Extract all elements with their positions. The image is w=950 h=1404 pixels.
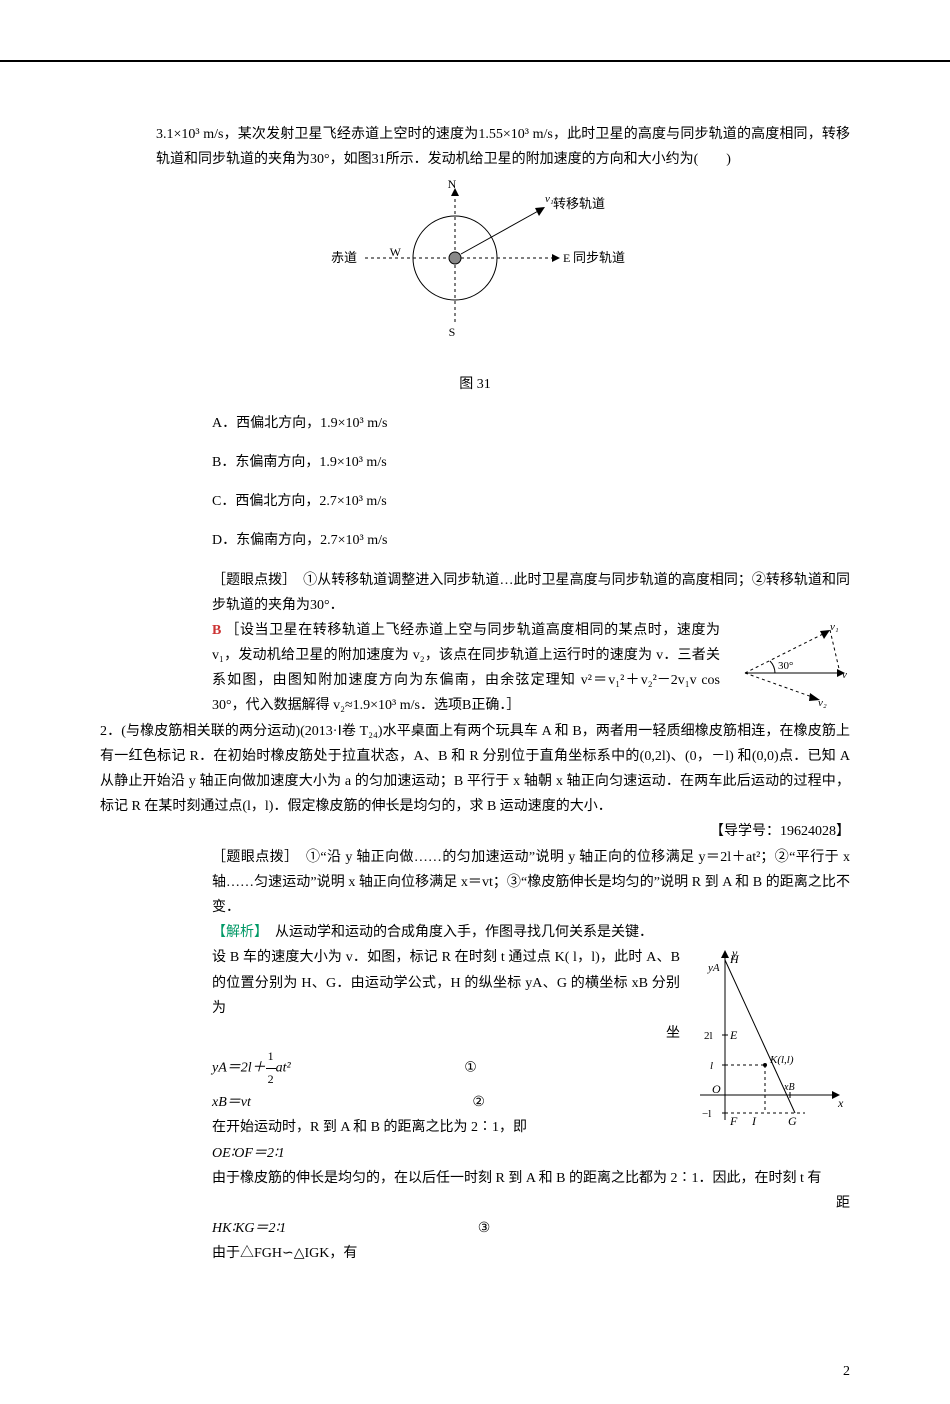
svg-text:yA: yA — [707, 962, 720, 974]
svg-text:30°: 30° — [778, 660, 793, 672]
jiexi-line: 【解析】 从运动学和运动的合成角度入手，作图寻找几何关系是关键． — [100, 920, 850, 945]
svg-text:v₂: v₂ — [818, 697, 827, 708]
svg-text:v₁: v₁ — [545, 193, 554, 205]
option-d: D．东偏南方向，2.7×10³ m/s — [100, 528, 850, 553]
svg-text:E: E — [563, 251, 570, 265]
eq3: HK∶KG＝2∶1 ③ — [100, 1216, 850, 1241]
body2-l5: 由于△FGH∽△IGK，有 — [100, 1241, 850, 1266]
guide-number: 【导学号：19624028】 — [100, 819, 850, 844]
svg-text:E: E — [729, 1028, 738, 1042]
answer-letter: B — [212, 623, 221, 638]
option-c: C．西偏北方向，2.7×10³ m/s — [100, 489, 850, 514]
intro-line: 3.1×10³ m/s，某次发射卫星飞经赤道上空时的速度为1.55×10³ m/… — [100, 122, 850, 172]
vector-diagram: 30° v₁ v v₂ — [730, 618, 850, 717]
svg-text:O: O — [712, 1082, 721, 1096]
svg-text:G: G — [788, 1114, 797, 1128]
figure-31-caption: 图 31 — [100, 372, 850, 397]
svg-text:v₁: v₁ — [830, 621, 839, 633]
option-a: A．西偏北方向，1.9×10³ m/s — [100, 411, 850, 436]
svg-text:转移轨道: 转移轨道 — [553, 196, 605, 211]
figure-31: N S W E 赤道 转移轨道 同步轨道 v₁ — [100, 178, 850, 357]
svg-text:x: x — [837, 1096, 844, 1110]
svg-text:I: I — [751, 1114, 757, 1128]
body2-l4-tail: 距 — [100, 1191, 850, 1216]
svg-text:赤道: 赤道 — [331, 250, 357, 265]
coord-figure: H yA 2l E l K(l,l) O −l F I G — [690, 945, 850, 1144]
page-number: 2 — [843, 1359, 850, 1384]
question-2: 2．(与橡皮筋相关联的两分运动)(2013·Ⅰ卷 T₂₄)水平桌面上有两个玩具车… — [100, 719, 850, 820]
svg-text:−l: −l — [702, 1108, 711, 1120]
hint-2: ［题眼点拨］ ①“沿 y 轴正向做……的匀加速运动”说明 y 轴正向的位移满足 … — [100, 845, 850, 921]
svg-text:W: W — [390, 245, 402, 259]
svg-text:F: F — [729, 1114, 738, 1128]
answer-body: ［设当卫星在转移轨道上飞经赤道上空与同步轨道高度相同的某点时，速度为 v₁，发动… — [212, 623, 720, 714]
jiexi-label: 【解析】 — [212, 925, 261, 940]
svg-text:y: y — [731, 946, 738, 960]
jiexi-text: 从运动学和运动的合成角度入手，作图寻找几何关系是关键． — [261, 925, 653, 940]
svg-text:N: N — [448, 178, 457, 191]
svg-text:l: l — [710, 1060, 713, 1072]
hint-1: ［题眼点拨］ ①从转移轨道调整进入同步轨道…此时卫星高度与同步轨道的高度相同；②… — [100, 568, 850, 618]
body2-l4: 由于橡皮筋的伸长是均匀的，在以后任一时刻 R 到 A 和 B 的距离之比都为 2… — [100, 1166, 850, 1191]
option-b: B．东偏南方向，1.9×10³ m/s — [100, 450, 850, 475]
svg-text:同步轨道: 同步轨道 — [573, 250, 625, 265]
svg-text:v: v — [842, 669, 847, 681]
svg-text:2l: 2l — [704, 1030, 713, 1042]
svg-text:S: S — [449, 325, 456, 339]
